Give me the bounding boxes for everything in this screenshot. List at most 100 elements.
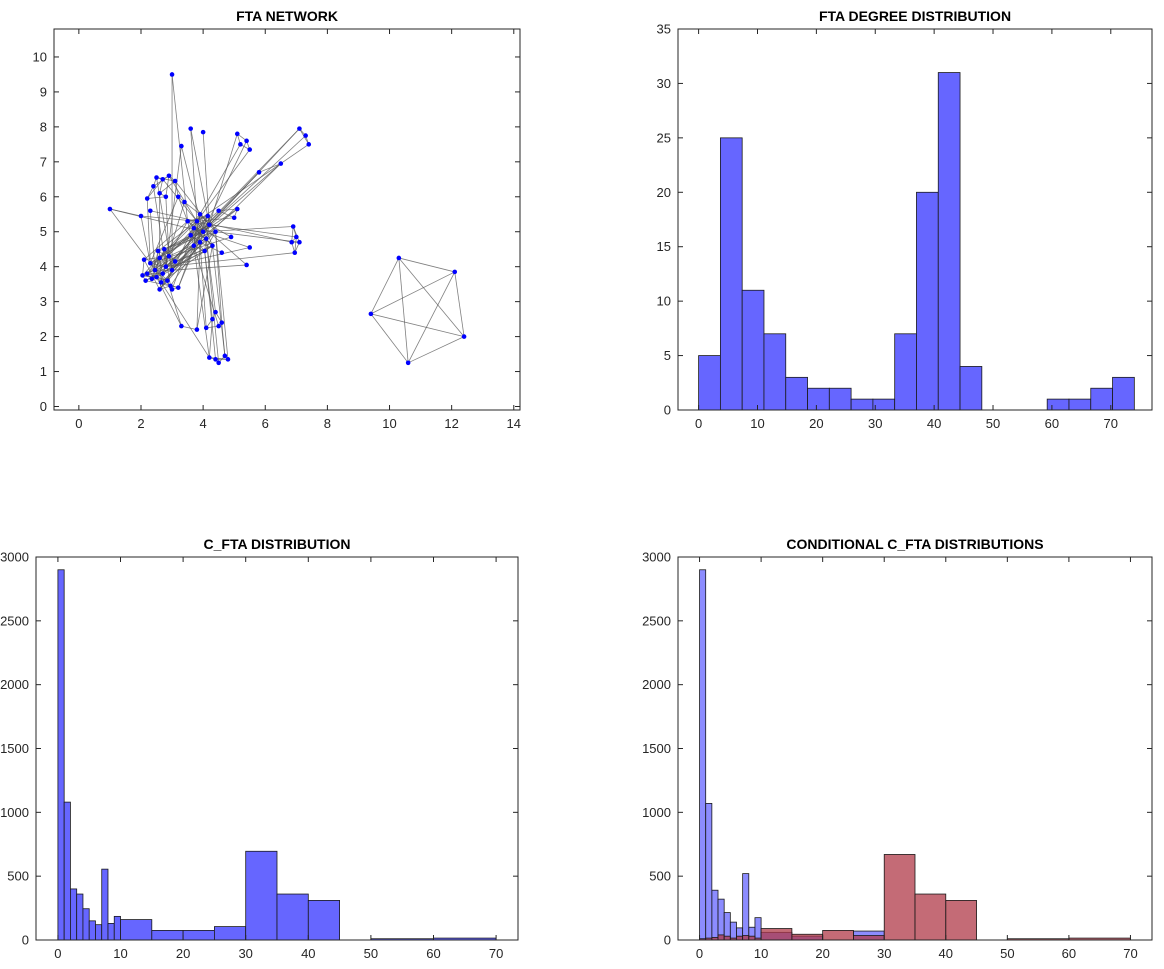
histogram-bar [742, 873, 750, 941]
histogram-bar [850, 398, 874, 411]
network-edge [159, 179, 164, 194]
network-edge [149, 196, 179, 264]
y-tick-label: 1000 [642, 805, 671, 820]
axes-frame [53, 28, 521, 411]
network-node [169, 287, 175, 292]
histogram-bar [763, 333, 787, 411]
histogram-series-2 [699, 854, 1131, 941]
y-tick-label: 3000 [642, 550, 671, 565]
x-tick-label: 30 [868, 416, 882, 431]
histogram-bar [785, 376, 808, 411]
network-node [225, 357, 231, 362]
histogram-bar [914, 893, 947, 941]
y-tick-label: 15 [657, 239, 671, 254]
network-node [234, 206, 240, 212]
x-tick-label: 0 [75, 416, 82, 431]
histogram-bar [791, 933, 824, 941]
histogram-bar [1112, 376, 1135, 411]
network-node [244, 138, 249, 144]
network-edge [146, 179, 164, 199]
x-tick-label: 0 [54, 946, 61, 961]
histogram-bar [872, 398, 896, 411]
histogram-bar [945, 900, 977, 941]
network-node [200, 129, 206, 135]
x-tick-label: 40 [927, 416, 941, 431]
histogram-bar [699, 569, 707, 941]
network-edge [407, 271, 456, 363]
network-node [152, 267, 158, 273]
network-node [157, 255, 162, 261]
network-node [179, 323, 184, 329]
network-node [182, 199, 187, 205]
histogram-bar [120, 919, 153, 941]
y-tick-label: 1000 [0, 805, 29, 820]
network-edge [292, 226, 300, 243]
x-tick-label: 50 [1000, 946, 1014, 961]
y-tick-label: 0 [664, 933, 671, 948]
network-edge [199, 241, 222, 254]
network-edge [294, 236, 297, 253]
network-edge [196, 144, 309, 222]
network-node [179, 143, 184, 149]
x-tick-label: 4 [200, 416, 207, 431]
network-node [297, 126, 302, 131]
y-tick-label: 9 [40, 84, 47, 99]
histogram-bar [82, 908, 90, 941]
network-node [185, 218, 190, 224]
network-node [169, 267, 175, 273]
x-tick-label: 60 [1045, 416, 1059, 431]
x-tick-label: 0 [696, 946, 703, 961]
histogram-bar [214, 926, 247, 941]
network-edge [156, 250, 159, 278]
histogram-bar [698, 355, 721, 411]
network-edge [157, 220, 198, 252]
x-tick-label: 30 [238, 946, 252, 961]
network-edge [407, 336, 465, 364]
y-tick-label: 4 [40, 259, 47, 274]
histogram-bar [736, 935, 744, 941]
network-node [207, 222, 212, 228]
y-tick-label: 30 [657, 76, 671, 91]
network-node [154, 175, 159, 180]
network-node [200, 229, 206, 235]
histogram-bar [883, 854, 916, 941]
network-edge [190, 128, 198, 222]
network-node [213, 357, 218, 362]
histogram-bar [151, 930, 184, 941]
network-node [194, 327, 200, 332]
network-edge [177, 215, 209, 288]
network-edge [205, 224, 210, 239]
histogram-bar [76, 893, 84, 941]
network-node [197, 239, 203, 245]
histogram-bar [88, 920, 96, 941]
y-tick-label: 35 [657, 22, 671, 37]
y-tick-label: 2500 [642, 613, 671, 628]
histogram-bar [245, 850, 278, 941]
network-node [107, 206, 113, 212]
network-node [219, 250, 225, 256]
network-edge [370, 313, 465, 337]
network-node [289, 239, 294, 245]
network-edge [165, 252, 295, 268]
network-node [140, 273, 145, 278]
histogram-bar [853, 935, 885, 941]
network-node [148, 208, 153, 214]
network-node [216, 360, 221, 366]
x-tick-label: 50 [364, 946, 378, 961]
network-node [141, 257, 147, 262]
network-node [144, 196, 150, 201]
histogram-bar [723, 935, 731, 941]
network-node [461, 334, 467, 339]
network-edge [215, 231, 229, 360]
network-node [155, 248, 161, 254]
network-edge [196, 242, 201, 330]
network-edge [215, 231, 300, 243]
network-node [175, 285, 181, 290]
histogram-bar [63, 801, 71, 941]
network-edge [291, 226, 294, 243]
network-node [207, 355, 212, 360]
network-edge [159, 220, 198, 259]
y-tick-label: 1500 [642, 741, 671, 756]
y-tick-label: 0 [22, 933, 29, 948]
